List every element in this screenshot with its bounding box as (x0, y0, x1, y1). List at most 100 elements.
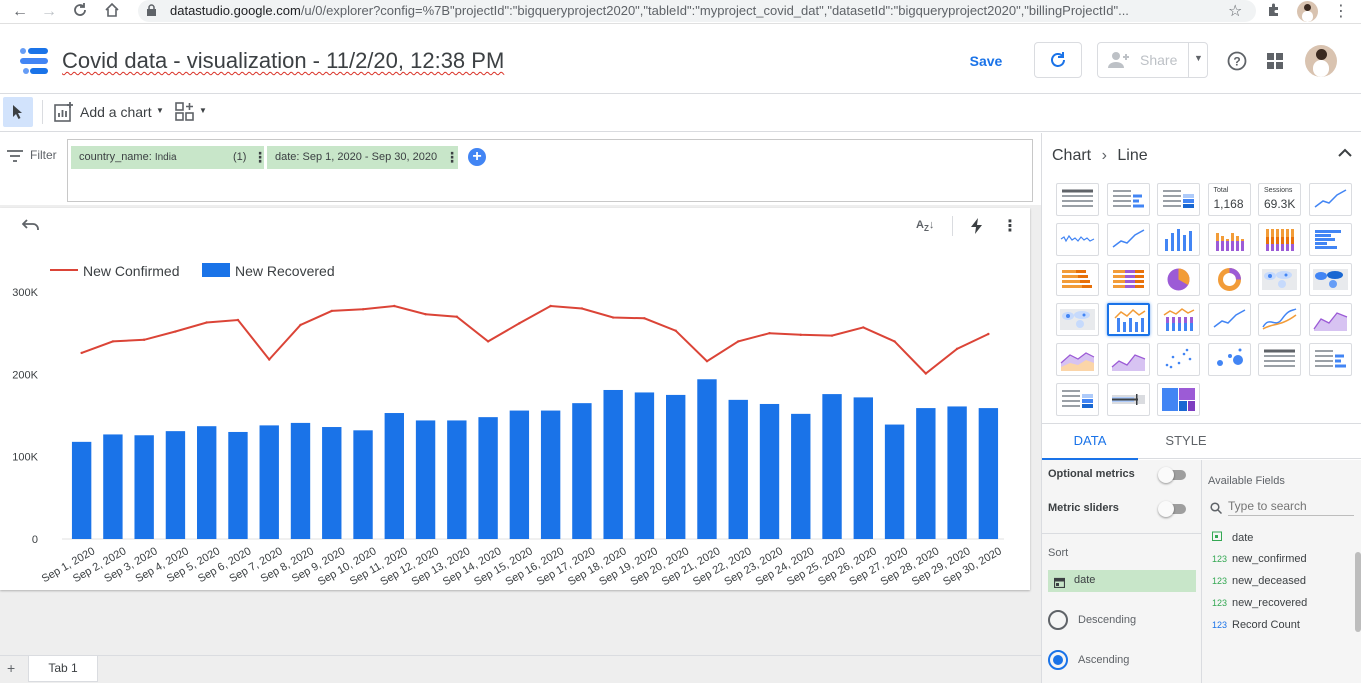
help-icon[interactable]: ? (1227, 51, 1247, 76)
apps-grid-icon[interactable] (1267, 53, 1283, 74)
chart-type-table-bars-icon[interactable] (1106, 183, 1150, 216)
bar-new-recovered (165, 431, 186, 539)
bar-new-recovered (259, 425, 279, 539)
chart-type-pivot-heatmap-icon[interactable] (1056, 383, 1099, 416)
bookmark-star-icon[interactable]: ☆ (1228, 3, 1243, 20)
bar-new-recovered (978, 408, 999, 539)
browser-menu-icon[interactable]: ⋮ (1333, 3, 1349, 20)
refresh-data-button[interactable] (1034, 42, 1082, 78)
fields-scrollbar[interactable] (1355, 552, 1361, 632)
chart-type-smooth-line-icon[interactable] (1258, 303, 1301, 336)
select-tool-button[interactable] (3, 97, 33, 127)
add-filter-plus-icon[interactable]: + (468, 148, 486, 166)
chip-more-icon[interactable]: ⋮ (253, 149, 267, 165)
chart-type-pie-chart-icon[interactable] (1157, 263, 1200, 296)
reload-icon[interactable] (72, 2, 88, 24)
stacked-bar-icon (1058, 265, 1097, 299)
chart-type-treemap-icon[interactable] (1157, 383, 1200, 416)
filter-chip-date[interactable]: date: Sep 1, 2020 - Sep 30, 2020 ⋮ (267, 146, 459, 169)
chart-type-pivot-table-icon[interactable] (1258, 343, 1301, 376)
sort-az-icon[interactable]: AZ↓ (916, 219, 935, 234)
add-control-dropdown-icon[interactable]: ▼ (199, 106, 207, 115)
field-record-count[interactable]: 123 Record Count (1212, 619, 1300, 631)
chart-type-pivot-bars-icon[interactable] (1308, 343, 1352, 376)
sort-field-chip[interactable]: date (1048, 570, 1196, 592)
field-new-recovered[interactable]: 123 new_recovered (1212, 597, 1307, 609)
report-title[interactable]: Covid data - visualization - 11/2/20, 12… (62, 48, 504, 74)
optional-metrics-toggle[interactable] (1158, 467, 1186, 483)
back-icon[interactable]: ← (12, 3, 28, 20)
treemap-icon (1159, 385, 1198, 419)
field-search-input[interactable] (1228, 496, 1354, 516)
combo-chart[interactable]: AZ↓ ⋮ New Confirmed New Recovered 0 100K 2… (0, 208, 1030, 590)
home-icon[interactable] (104, 2, 120, 24)
chart-type-scorecard-sessions-icon[interactable]: Sessions 69.3K (1258, 183, 1301, 216)
field-new-confirmed[interactable]: 123 new_confirmed (1212, 553, 1307, 565)
chart-type-scorecard-total-icon[interactable]: Total 1,168 (1207, 183, 1251, 216)
page-tab-1[interactable]: Tab 1 (28, 656, 98, 682)
tab-data[interactable]: DATA (1042, 424, 1138, 460)
add-chart-button[interactable]: Add a chart (80, 104, 152, 120)
address-bar[interactable] (138, 0, 1256, 22)
chart-type-100-area-icon[interactable] (1106, 343, 1150, 379)
chip-more-icon[interactable]: ⋮ (445, 149, 459, 165)
field-date[interactable]: date (1212, 531, 1253, 544)
filter-chip-country[interactable]: country_name: India (1) ⋮ (71, 146, 267, 169)
filter-label: Filter (30, 148, 57, 162)
save-button[interactable]: Save (969, 53, 1003, 69)
filter-container[interactable]: country_name: India (1) ⋮ date: Sep 1, 2… (67, 139, 1033, 202)
chart-type-sparkline-icon[interactable] (1056, 223, 1099, 256)
chart-type-table-icon[interactable] (1056, 183, 1099, 216)
data-studio-logo-icon[interactable] (18, 46, 50, 81)
ascending-radio[interactable] (1048, 650, 1068, 670)
add-chart-dropdown-icon[interactable]: ▼ (156, 106, 164, 115)
undo-reset-icon[interactable] (21, 218, 40, 237)
browser-avatar[interactable] (1297, 1, 1318, 22)
chart-type-100-stacked-column-icon[interactable] (1258, 223, 1301, 256)
user-avatar[interactable] (1305, 45, 1337, 77)
chart-type-filled-geo-map-icon[interactable] (1308, 263, 1352, 296)
share-dropdown-icon[interactable]: ▼ (1194, 53, 1203, 63)
add-chart-icon[interactable] (54, 102, 74, 127)
filter-bar: Filter country_name: India (1) ⋮ date: S… (0, 133, 1041, 205)
share-button[interactable]: Share ▼ (1097, 42, 1208, 78)
chart-type-geo-map-icon[interactable] (1258, 263, 1301, 296)
extensions-icon[interactable] (1266, 2, 1282, 24)
chart-type-combo-chart-icon[interactable] (1106, 303, 1150, 336)
chart-type-stacked-column-icon[interactable] (1207, 223, 1251, 256)
field-new-deceased[interactable]: 123 new_deceased (1212, 575, 1306, 587)
breadcrumb-chart[interactable]: Chart (1052, 147, 1092, 164)
metric-sliders-toggle[interactable] (1158, 501, 1186, 517)
chart-type-area-chart-icon[interactable] (1308, 303, 1352, 336)
descending-radio[interactable] (1048, 610, 1068, 630)
chart-type-scatter-icon[interactable] (1157, 343, 1200, 376)
lightning-explore-icon[interactable] (971, 218, 983, 239)
chart-type-smooth-time-series-icon[interactable] (1106, 223, 1150, 256)
add-page-plus-icon[interactable]: + (7, 660, 16, 676)
chart-type-bar-chart-icon[interactable] (1308, 223, 1352, 256)
chart-type-bubble-map-icon[interactable] (1056, 303, 1099, 336)
chart-type-donut-chart-icon[interactable] (1207, 263, 1251, 296)
chart-type-stacked-combo-icon[interactable] (1157, 303, 1200, 336)
line-point-new-confirmed (893, 340, 896, 343)
line-point-new-confirmed (924, 372, 928, 375)
chart-more-icon[interactable]: ⋮ (1002, 218, 1018, 235)
chart-type-100-stacked-bar-icon[interactable] (1106, 263, 1150, 296)
chart-type-bullet-chart-icon[interactable] (1106, 383, 1150, 416)
chart-type-stacked-bar-icon[interactable] (1056, 263, 1099, 296)
chart-type-time-series-icon[interactable] (1308, 183, 1352, 216)
collapse-chevron-up-icon[interactable] (1338, 145, 1352, 163)
forward-icon[interactable]: → (41, 3, 57, 20)
bar-new-recovered (916, 408, 936, 539)
bar-new-recovered (884, 424, 905, 539)
tab-style[interactable]: STYLE (1165, 433, 1207, 448)
chart-type-table-heatmap-icon[interactable] (1157, 183, 1200, 216)
chart-type-line-chart-icon[interactable] (1207, 303, 1251, 336)
chart-type-column-chart-icon[interactable] (1157, 223, 1200, 256)
100-area-icon (1109, 345, 1148, 379)
chart-type-bubble-chart-icon[interactable] (1207, 343, 1251, 376)
add-control-icon[interactable] (175, 102, 197, 127)
number-type-icon: 123 (1212, 620, 1228, 630)
chart-type-stacked-area-icon[interactable] (1056, 343, 1099, 376)
legend-line-swatch (50, 269, 78, 271)
